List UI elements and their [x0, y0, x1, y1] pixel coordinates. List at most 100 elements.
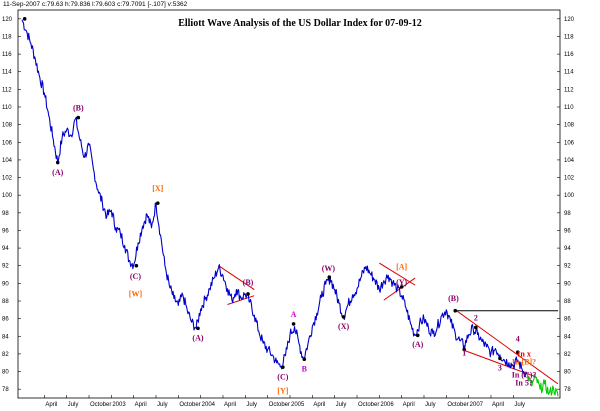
- y-tick-label-right: 104: [564, 158, 575, 164]
- pivot-point: [76, 115, 81, 120]
- wave-label: [Y]: [277, 387, 288, 396]
- y-tick-label-left: 96: [2, 228, 9, 234]
- pivot-point: [291, 322, 296, 326]
- y-tick-label-right: 110: [564, 105, 574, 111]
- y-tick-label-right: 102: [564, 176, 575, 182]
- x-tick-label: July: [68, 402, 79, 408]
- y-tick-label-left: 110: [2, 105, 12, 111]
- y-tick-label-left: 102: [2, 176, 13, 182]
- pivot-point: [474, 325, 478, 330]
- wave-label: 2: [474, 313, 478, 322]
- x-tick-label: October: [179, 402, 200, 408]
- price-series: [21, 19, 528, 378]
- wave-label: (B): [73, 104, 84, 113]
- y-tick-label-right: 90: [564, 281, 571, 287]
- pivot-point: [134, 263, 139, 268]
- y-tick-label-right: 78: [564, 387, 571, 393]
- y-tick-label-left: 106: [2, 140, 13, 146]
- pivot-point: [415, 333, 420, 338]
- x-tick-label: October: [447, 402, 468, 408]
- x-tick-label: July: [336, 402, 347, 408]
- pivot-point: [196, 326, 200, 331]
- y-tick-label-left: 90: [2, 281, 9, 287]
- x-tick-label: July: [514, 402, 525, 408]
- wave-label: B: [302, 365, 308, 374]
- y-tick-label-left: 100: [2, 193, 13, 199]
- pivot-point: [22, 17, 27, 21]
- wave-label: In (C)?: [512, 371, 537, 380]
- pivot-layer: [22, 17, 520, 369]
- trendline: [227, 295, 255, 306]
- y-tick-label-right: 82: [564, 352, 571, 358]
- series-layer: [21, 19, 559, 397]
- pivot-point: [246, 292, 250, 296]
- x-tick-label: 2005: [291, 402, 305, 408]
- pivot-point: [155, 201, 160, 205]
- y-tick-label-left: 118: [2, 34, 12, 40]
- pivot-point: [55, 160, 60, 165]
- wave-label: 1: [462, 349, 466, 358]
- y-tick-label-right: 84: [564, 334, 571, 340]
- y-tick-label-left: 114: [2, 70, 12, 76]
- y-tick-label-right: 88: [564, 299, 571, 305]
- wave-label: [W]: [129, 290, 143, 299]
- y-tick-label-left: 108: [2, 123, 13, 129]
- pivot-point: [302, 357, 307, 362]
- y-tick-label-left: 80: [2, 370, 9, 376]
- wave-label: (C): [130, 272, 141, 281]
- wave-label: (C): [277, 372, 288, 381]
- wave-label: In 5?: [515, 379, 533, 388]
- wave-label: In x: [517, 350, 531, 359]
- x-tick-label: April: [224, 402, 236, 408]
- wave-label: [X]: [152, 184, 163, 193]
- x-tick-label: 2004: [202, 402, 216, 408]
- x-tick-label: April: [403, 402, 415, 408]
- wave-label: (W): [322, 264, 336, 273]
- y-tick-label-left: 92: [2, 264, 9, 270]
- x-tick-label: 2003: [112, 402, 126, 408]
- pivot-point: [462, 347, 467, 352]
- plot-frame: [17, 9, 561, 399]
- y-tick-label-right: 106: [564, 140, 575, 146]
- x-tick-label: April: [313, 402, 325, 408]
- y-tick-label-right: 120: [564, 17, 575, 23]
- y-tick-label-right: 96: [564, 228, 571, 234]
- y-tick-label-right: 86: [564, 317, 571, 323]
- x-tick-label: 2006: [380, 402, 394, 408]
- y-tick-label-right: 118: [564, 34, 574, 40]
- x-tick-label: October: [358, 402, 379, 408]
- wave-label: (Y): [396, 278, 407, 287]
- x-axis: April July October 2003 April July October 2004…: [44, 395, 525, 408]
- pivot-point: [453, 308, 458, 313]
- pivot-point: [516, 350, 520, 354]
- x-tick-label: 2007: [470, 402, 484, 408]
- wave-label: [A]: [396, 262, 407, 271]
- y-tick-label-right: 116: [564, 52, 574, 58]
- wave-label: A: [291, 310, 297, 319]
- wave-label: (A): [52, 168, 63, 177]
- y-tick-label-left: 88: [2, 299, 9, 305]
- y-tick-label-right: 98: [564, 211, 571, 217]
- x-tick-label: October: [269, 402, 290, 408]
- x-tick-label: July: [246, 402, 257, 408]
- pivot-point: [498, 356, 502, 361]
- wave-label: 4: [516, 335, 520, 344]
- x-tick-label: April: [492, 402, 504, 408]
- wave-label: 3: [498, 364, 502, 373]
- wave-label: (B): [243, 278, 254, 287]
- x-tick-label: July: [157, 402, 168, 408]
- pivot-point: [341, 315, 346, 319]
- y-tick-label-right: 112: [564, 87, 574, 93]
- header-readout: 11-Sep-2007 c:79.63 h:79.836 l:79.603 c:…: [3, 1, 188, 8]
- projection-series: [526, 373, 559, 397]
- pivot-point: [399, 285, 404, 289]
- wave-label: (B): [448, 294, 459, 303]
- annotations-layer: (A) (B) (C) [W] [X] (A) (B) A (C) [Y] B (W) (X) [A] (Y…: [52, 104, 536, 396]
- trendline: [218, 265, 255, 290]
- y-tick-label-left: 104: [2, 158, 13, 164]
- y-tick-label-right: 80: [564, 370, 571, 376]
- y-tick-label-left: 86: [2, 317, 9, 323]
- y-tick-label-left: 82: [2, 352, 9, 358]
- wave-label: (A): [192, 334, 203, 343]
